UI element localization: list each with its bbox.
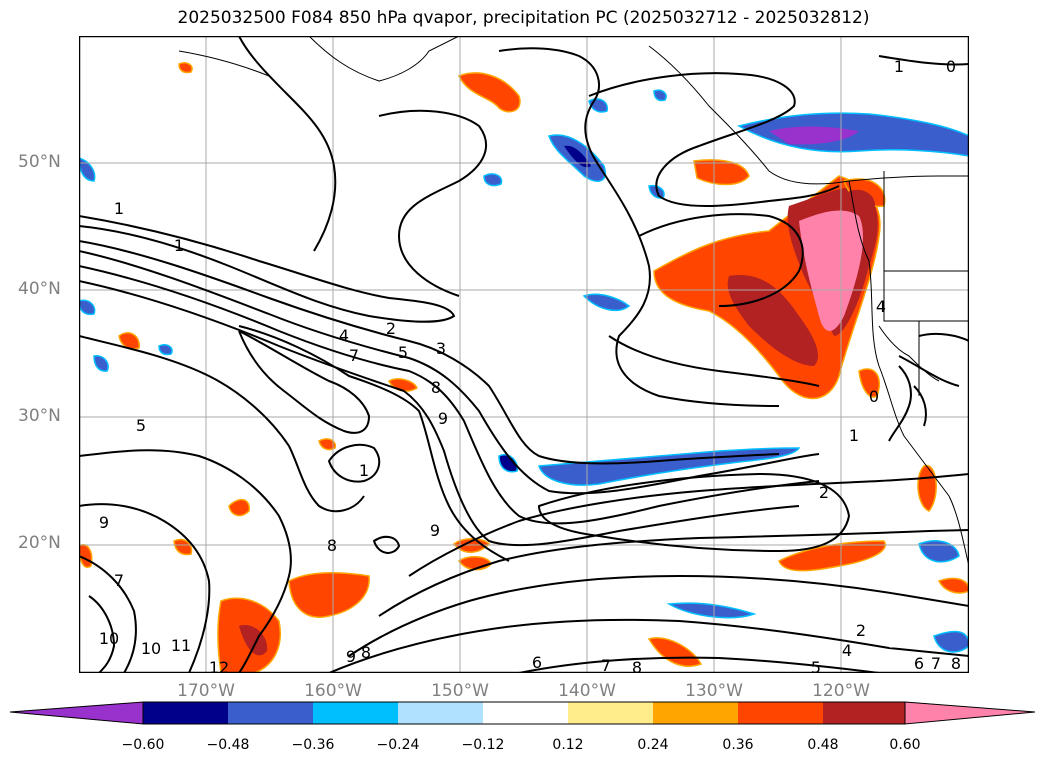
colorbar-tick: −0.48 xyxy=(206,737,250,753)
contour-label: 11 xyxy=(171,636,191,655)
contour-label: 8 xyxy=(951,654,961,673)
colorbar-tick: 0.48 xyxy=(807,737,839,753)
contour-label: 9 xyxy=(438,409,448,428)
contour-label: 7 xyxy=(931,654,941,673)
contour-label: 0 xyxy=(946,57,956,76)
qvapor-contours xyxy=(79,36,969,673)
lat-label: 40°N xyxy=(18,279,61,299)
contour-label: 0 xyxy=(869,387,879,406)
colorbar-tick: 0.24 xyxy=(637,737,669,753)
colorbar-tick: 0.36 xyxy=(722,737,754,753)
colorbar-segment xyxy=(653,702,738,724)
colorbar-segment xyxy=(313,702,398,724)
colorbar-segment xyxy=(568,702,653,724)
colorbar-segment xyxy=(398,702,483,724)
colorbar-segment xyxy=(738,702,823,724)
lon-label: 160°W xyxy=(304,681,362,701)
contour-label: 4 xyxy=(876,297,886,316)
contour-label: 10 xyxy=(141,639,161,658)
contour-label: 1 xyxy=(174,236,184,255)
contour-label: 5 xyxy=(398,343,408,362)
contour-label: 1 xyxy=(894,57,904,76)
precip-positive-areas xyxy=(79,61,969,673)
contour-label: 3 xyxy=(436,339,446,358)
contour-label: 8 xyxy=(361,643,371,662)
contour-labels: 1 0 1 1 4 2 5 3 7 8 9 5 1 2 1 0 4 9 9 8 … xyxy=(99,57,961,673)
contour-label: 4 xyxy=(842,641,852,660)
contour-label: 7 xyxy=(114,571,124,590)
lon-label: 130°W xyxy=(685,681,743,701)
contour-label: 6 xyxy=(914,654,924,673)
lat-label: 50°N xyxy=(18,152,61,172)
contour-label: 5 xyxy=(811,658,821,673)
colorbar-tick: −0.24 xyxy=(376,737,420,753)
contour-label: 8 xyxy=(327,536,337,555)
lon-label: 170°W xyxy=(177,681,235,701)
colorbar-segment xyxy=(228,702,313,724)
contour-label: 7 xyxy=(601,656,611,673)
colorbar-tick: 0.60 xyxy=(889,737,921,753)
contour-label: 1 xyxy=(359,461,369,480)
contour-label: 8 xyxy=(431,378,441,397)
contour-label: 9 xyxy=(99,513,109,532)
contour-label: 5 xyxy=(136,416,146,435)
lat-label: 30°N xyxy=(18,406,61,426)
contour-label: 8 xyxy=(632,658,642,673)
colorbar-segment xyxy=(483,702,568,724)
lon-label: 150°W xyxy=(431,681,489,701)
contour-label: 6 xyxy=(532,653,542,672)
lon-label: 120°W xyxy=(812,681,870,701)
contour-label: 1 xyxy=(849,426,859,445)
map-title: 2025032500 F084 850 hPa qvapor, precipit… xyxy=(177,8,870,28)
colorbar-tick: −0.36 xyxy=(291,737,335,753)
coastlines xyxy=(178,36,969,567)
colorbar-segment xyxy=(904,701,1036,725)
map-plot: 1 0 1 1 4 2 5 3 7 8 9 5 1 2 1 0 4 9 9 8 … xyxy=(79,36,969,673)
contour-label: 2 xyxy=(856,621,866,640)
contour-label: 10 xyxy=(99,629,119,648)
contour-label: 4 xyxy=(339,326,349,345)
contour-label: 9 xyxy=(346,647,356,666)
colorbar-tick: −0.12 xyxy=(461,737,505,753)
lat-label: 20°N xyxy=(18,533,61,553)
contour-label: 2 xyxy=(819,483,829,502)
colorbar-segment xyxy=(823,702,905,724)
lon-label: 140°W xyxy=(558,681,616,701)
colorbar-segment xyxy=(143,702,228,724)
colorbar xyxy=(10,701,1036,725)
contour-label: 12 xyxy=(209,658,229,673)
colorbar-segment xyxy=(10,701,144,725)
colorbar-tick: 0.12 xyxy=(552,737,584,753)
map-gridlines xyxy=(79,36,969,673)
contour-label: 1 xyxy=(114,199,124,218)
contour-label: 9 xyxy=(430,521,440,540)
contour-label: 7 xyxy=(349,346,359,365)
contour-label: 2 xyxy=(386,319,396,338)
colorbar-tick: −0.60 xyxy=(121,737,165,753)
